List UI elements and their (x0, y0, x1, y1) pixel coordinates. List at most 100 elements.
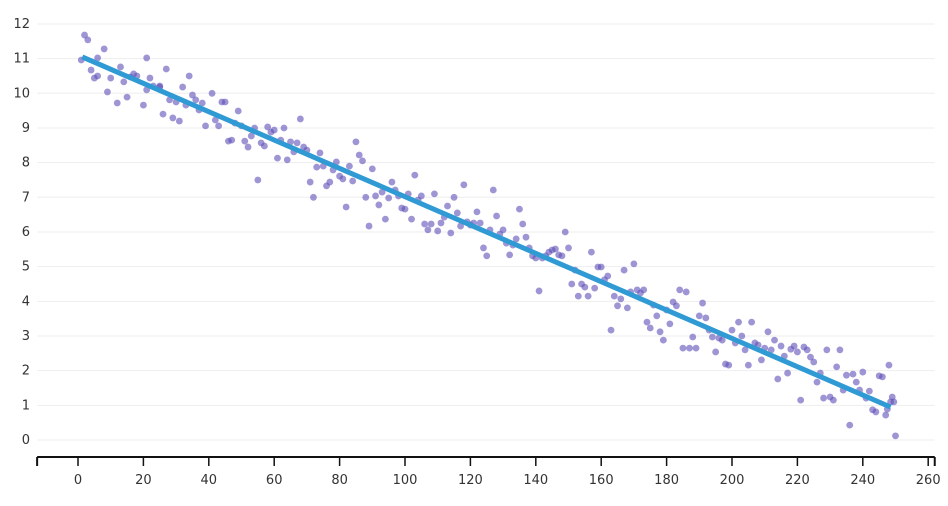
data-point (758, 356, 765, 364)
data-point (865, 387, 873, 395)
data-point (444, 202, 451, 210)
data-point (316, 149, 324, 157)
data-point (283, 156, 291, 164)
data-point (385, 194, 393, 202)
data-point (852, 378, 860, 386)
data-point (450, 193, 458, 201)
x-tick-label: 80 (331, 473, 348, 488)
data-point (653, 312, 661, 320)
data-point (453, 209, 461, 217)
data-point (872, 408, 880, 416)
data-point (790, 342, 798, 350)
x-tick-label: 260 (916, 473, 941, 488)
data-point (254, 176, 262, 184)
data-point (483, 252, 491, 260)
data-point (702, 314, 710, 322)
data-point (712, 348, 720, 356)
data-point (810, 358, 818, 366)
data-point (100, 45, 108, 53)
data-point (630, 260, 638, 268)
data-point (764, 328, 772, 336)
data-point (846, 421, 854, 429)
data-point (833, 363, 841, 371)
data-point (270, 126, 278, 134)
y-tick-label: 9 (22, 121, 30, 136)
data-point (784, 369, 791, 377)
data-point (175, 117, 183, 125)
data-point (679, 344, 687, 352)
data-point (159, 110, 167, 118)
data-point (244, 143, 252, 151)
data-point (202, 122, 209, 130)
data-point (234, 107, 242, 115)
data-point (519, 220, 527, 228)
data-point (378, 188, 386, 196)
data-point (113, 99, 121, 107)
data-point (460, 181, 468, 189)
y-tick-label: 0 (22, 433, 30, 448)
data-point (646, 324, 654, 332)
data-point (417, 192, 425, 200)
x-tick-label: 40 (201, 473, 218, 488)
data-point (708, 333, 716, 341)
data-point (208, 89, 216, 97)
data-point (94, 72, 102, 80)
data-point (120, 78, 128, 86)
data-point (744, 361, 752, 369)
y-tick-label: 5 (22, 260, 30, 275)
data-point (359, 157, 366, 165)
data-point (185, 72, 193, 80)
data-point (434, 227, 442, 235)
data-point (473, 208, 481, 216)
data-point (859, 368, 867, 376)
data-point (306, 178, 314, 186)
data-point (797, 396, 805, 404)
data-point (682, 288, 690, 296)
data-point (725, 361, 733, 369)
y-tick-label: 12 (13, 17, 30, 32)
data-point (879, 373, 886, 381)
data-point (885, 361, 893, 369)
y-tick-label: 2 (22, 364, 30, 379)
data-point (574, 292, 582, 300)
data-point (820, 394, 827, 402)
data-point (241, 137, 249, 145)
x-tick-label: 140 (523, 473, 548, 488)
data-point (836, 346, 844, 354)
data-point (362, 193, 370, 201)
data-point (211, 116, 219, 124)
data-point (375, 201, 383, 209)
data-point (587, 248, 595, 256)
data-point (408, 215, 415, 223)
data-point (506, 251, 514, 259)
data-point (107, 74, 115, 82)
data-point (659, 336, 667, 344)
x-tick-label: 200 (720, 473, 745, 488)
data-point (823, 346, 831, 354)
data-point (123, 93, 131, 101)
data-point (849, 370, 857, 378)
y-tick-label: 8 (22, 156, 30, 171)
y-tick-label: 10 (13, 86, 30, 101)
data-point (803, 346, 811, 354)
data-point (890, 398, 898, 406)
data-point (447, 229, 455, 237)
y-tick-label: 4 (22, 294, 30, 309)
data-point (584, 292, 592, 300)
data-point (656, 328, 664, 336)
data-point (87, 66, 95, 74)
x-tick-label: 220 (785, 473, 810, 488)
x-tick-label: 20 (135, 473, 152, 488)
data-point (313, 163, 321, 171)
data-point (565, 244, 572, 252)
y-tick-label: 6 (22, 225, 30, 240)
data-point (676, 286, 684, 294)
data-point (84, 36, 92, 44)
data-point (326, 178, 334, 186)
data-point (813, 378, 821, 386)
y-tick-label: 7 (22, 190, 30, 205)
data-point (424, 226, 432, 234)
data-point (169, 114, 177, 122)
data-point (489, 186, 497, 194)
